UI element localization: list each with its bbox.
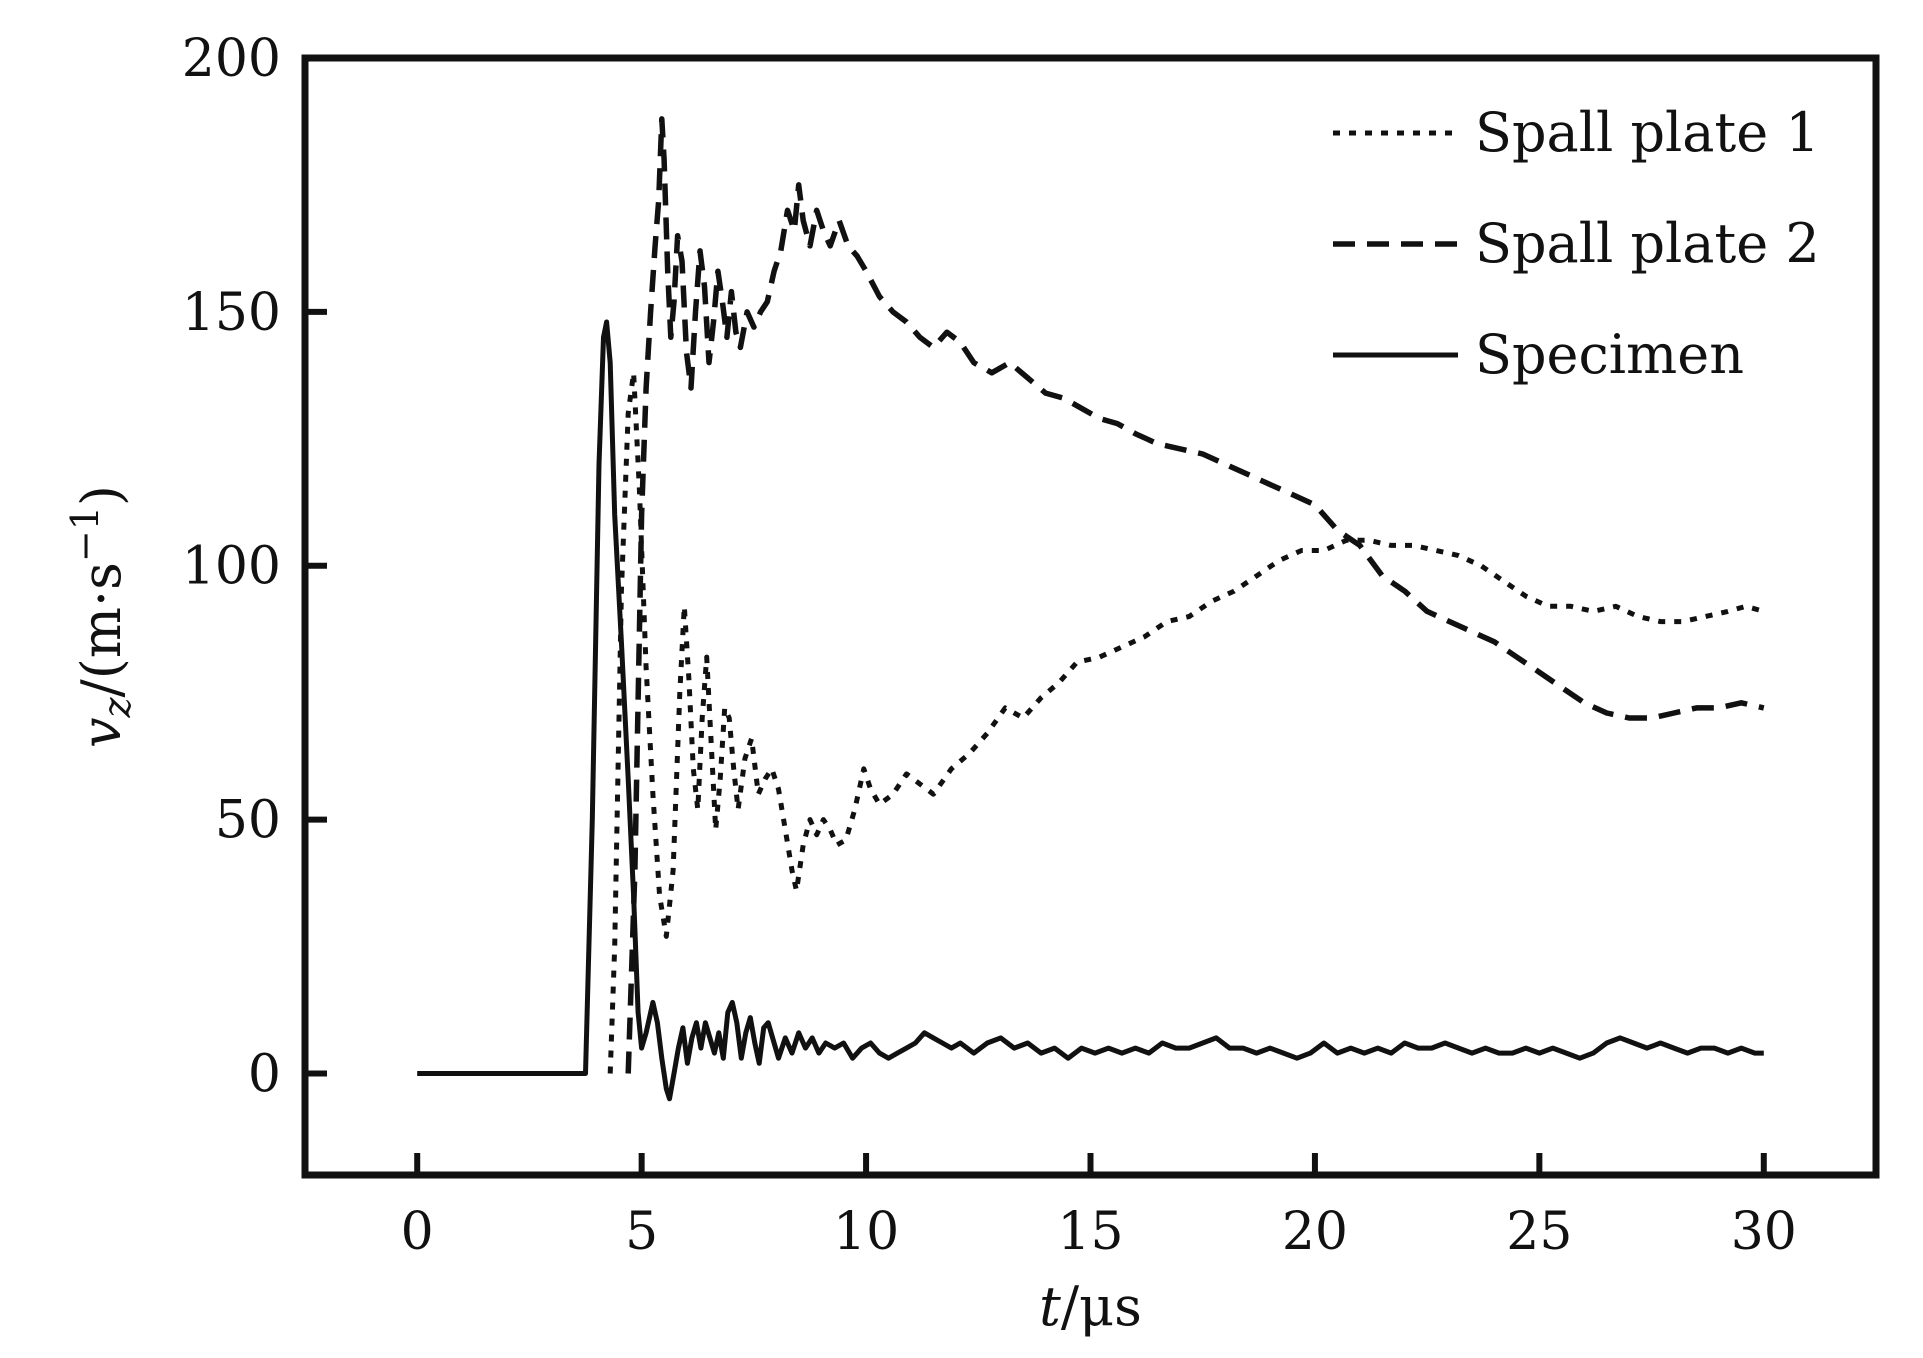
ticks-layer bbox=[305, 55, 1767, 1175]
y-axis-title-var: v bbox=[70, 717, 133, 748]
x-axis-title-unit: /μs bbox=[1061, 1275, 1142, 1338]
x-tick-label-5: 5 bbox=[625, 1202, 658, 1262]
series-line-specimen bbox=[417, 319, 1764, 1102]
series-layer bbox=[417, 116, 1765, 1102]
series-line-spall-plate-2 bbox=[625, 116, 1765, 1074]
x-axis-title: t/μs bbox=[1039, 1275, 1142, 1338]
legend-label-specimen: Specimen bbox=[1475, 323, 1744, 386]
legend: Spall plate 1 Spall plate 2 Specimen bbox=[1333, 101, 1820, 386]
y-tick-label-200: 200 bbox=[182, 29, 281, 89]
x-tick-label-20: 20 bbox=[1282, 1202, 1348, 1262]
y-tick-label-150: 150 bbox=[182, 283, 281, 343]
x-tick-label-15: 15 bbox=[1057, 1202, 1123, 1262]
y-tick-label-50: 50 bbox=[215, 791, 281, 851]
x-tick-label-30: 30 bbox=[1731, 1202, 1797, 1262]
y-axis-title-sub: z bbox=[95, 696, 139, 718]
y-tick-label-100: 100 bbox=[182, 537, 281, 597]
x-tick-label-10: 10 bbox=[833, 1202, 899, 1262]
series-line-spall-plate-1 bbox=[607, 370, 1765, 1074]
x-axis-title-var: t bbox=[1039, 1275, 1061, 1338]
x-tick-label-25: 25 bbox=[1506, 1202, 1572, 1262]
y-axis-title-unit: /(m·s bbox=[70, 562, 133, 697]
legend-label-spall-plate-1: Spall plate 1 bbox=[1475, 101, 1820, 164]
y-tick-label-0: 0 bbox=[248, 1044, 281, 1104]
y-axis-title: vz/(m·s−1) bbox=[63, 485, 139, 748]
labels-layer: 0 5 10 15 20 25 30 0 50 100 150 200 bbox=[182, 29, 1797, 1262]
y-axis-title-sup: −1 bbox=[63, 506, 107, 562]
legend-label-spall-plate-2: Spall plate 2 bbox=[1475, 212, 1820, 275]
y-axis-title-close: ) bbox=[70, 485, 133, 506]
x-tick-label-0: 0 bbox=[401, 1202, 434, 1262]
